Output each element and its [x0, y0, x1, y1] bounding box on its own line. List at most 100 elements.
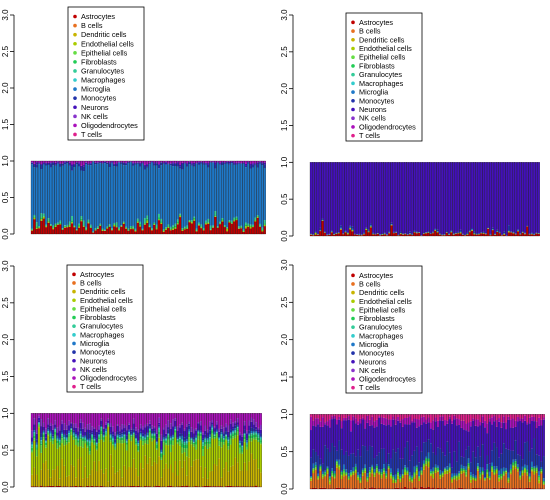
bar-segment	[174, 163, 177, 167]
bar-segment	[63, 440, 66, 446]
bar-segment	[438, 162, 441, 234]
bar-segment	[160, 434, 163, 441]
bar-segment	[63, 162, 67, 165]
bar-segment	[72, 427, 75, 431]
bar-segment	[96, 228, 99, 234]
bar-segment	[192, 460, 195, 487]
bar-segment	[74, 434, 78, 436]
bar	[521, 414, 524, 490]
bar-segment	[392, 475, 395, 477]
bar-segment	[183, 452, 186, 461]
bar-segment	[237, 161, 240, 163]
bar-segment	[434, 472, 437, 489]
bar-segment	[542, 456, 545, 479]
bar-segment	[399, 420, 402, 423]
bar-segment	[361, 417, 364, 420]
bar-segment	[473, 162, 476, 232]
bar-segment	[493, 442, 496, 467]
legend-marker	[351, 351, 355, 355]
bar-segment	[387, 464, 390, 467]
y-tick-label: 0.0	[1, 481, 10, 493]
bar-segment	[31, 437, 34, 442]
bar	[491, 162, 494, 237]
bar-segment	[248, 413, 251, 421]
bar-segment	[201, 477, 205, 487]
bar-segment	[314, 465, 317, 468]
bar-segment	[359, 479, 362, 482]
bar-segment	[427, 414, 430, 418]
bar-segment	[476, 467, 480, 469]
bar	[40, 413, 43, 488]
bar-segment	[467, 467, 470, 470]
bar-segment	[335, 233, 338, 234]
bar-segment	[255, 437, 258, 440]
bar-segment	[79, 413, 82, 420]
bar-segment	[35, 439, 38, 443]
bar-segment	[195, 413, 198, 429]
bar	[448, 414, 451, 490]
bar-segment	[162, 442, 165, 456]
bar-segment	[79, 422, 82, 429]
bar-segment	[491, 162, 494, 228]
bar-segment	[77, 459, 80, 487]
bar	[312, 162, 315, 237]
legend-marker	[351, 308, 355, 312]
bar-segment	[49, 434, 52, 437]
bar-segment	[461, 234, 464, 236]
bar-segment	[451, 482, 454, 489]
bar-segment	[240, 228, 243, 234]
bar-segment	[125, 228, 128, 234]
bar-segment	[202, 227, 205, 230]
bar-segment	[70, 429, 73, 430]
bar-segment	[139, 161, 142, 163]
bar-segment	[467, 431, 470, 447]
bar-segment	[505, 470, 508, 472]
bar-segment	[160, 459, 163, 478]
bar-segment	[157, 168, 161, 214]
bar-segment	[247, 226, 250, 234]
bar-segment	[54, 226, 57, 234]
bar-segment	[368, 472, 371, 474]
legend-label: B cells	[359, 27, 381, 36]
bar-segment	[84, 443, 87, 467]
bar-segment	[160, 218, 163, 222]
bar-segment	[240, 163, 243, 164]
bar-segment	[509, 450, 512, 465]
bar-segment	[242, 231, 245, 232]
bar-segment	[439, 414, 442, 417]
bar-segment	[111, 426, 114, 432]
bar-segment	[201, 443, 205, 446]
bar	[143, 160, 147, 235]
bar-segment	[49, 413, 52, 423]
bar	[349, 414, 353, 490]
bar-segment	[54, 486, 57, 487]
legend-marker	[351, 107, 355, 112]
bar-segment	[195, 228, 198, 231]
bar-segment	[509, 427, 512, 451]
bar-segment	[151, 441, 154, 466]
bar-segment	[114, 447, 117, 450]
y-tick-label: 3.0	[280, 259, 289, 271]
bar-segment	[190, 438, 193, 439]
bar	[535, 162, 538, 237]
bar-segment	[33, 438, 36, 441]
bar-segment	[58, 437, 61, 439]
bar-segment	[312, 473, 315, 488]
bar-segment	[79, 437, 82, 440]
bar-segment	[338, 414, 341, 417]
bar-segment	[530, 233, 533, 234]
bar-segment	[475, 233, 478, 235]
bar-segment	[110, 163, 114, 229]
legend-label: Granulocytes	[359, 323, 402, 332]
bar-segment	[123, 486, 126, 487]
bar-segment	[172, 161, 175, 163]
bar-segment	[392, 449, 395, 476]
bar-segment	[88, 486, 91, 487]
bar-segment	[74, 436, 78, 439]
bar-segment	[502, 467, 505, 472]
bar-segment	[227, 413, 230, 426]
bar-segment	[190, 163, 193, 165]
bar-segment	[326, 468, 329, 471]
bar-segment	[481, 472, 484, 474]
